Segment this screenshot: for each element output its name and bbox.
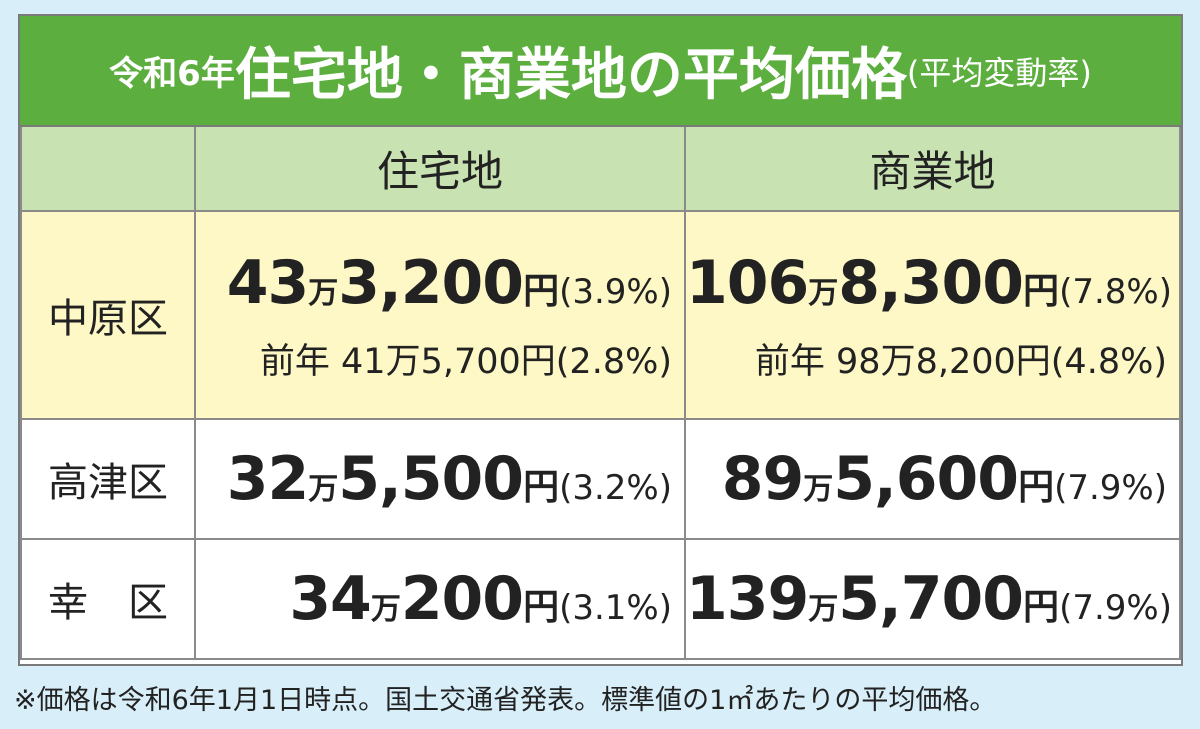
price-part: 5,700: [838, 564, 1024, 634]
price-part: 3,200: [338, 247, 524, 318]
column-header: 住宅地: [194, 127, 686, 212]
price-part: (7.8%): [1059, 271, 1172, 312]
district: 高津区: [20, 418, 196, 540]
price-part: 円: [1023, 270, 1060, 312]
price-part: 5,600: [833, 444, 1019, 514]
price-part: 106: [686, 247, 809, 318]
price-part: 円: [1018, 467, 1055, 508]
title-part: (平均変動率): [906, 53, 1092, 92]
current-price: 43万3,200円(3.9%): [196, 247, 672, 319]
value-cell: 89万5,600円(7.9%): [684, 418, 1181, 540]
price-part: 8,300: [838, 247, 1024, 318]
value-cell: 34万200円(3.1%): [194, 538, 686, 660]
price-part: 万: [808, 275, 839, 311]
price-part: 円: [523, 467, 560, 508]
value-cell: 106万8,300円(7.8%) 前年 98万8,200円(4.8%): [684, 210, 1181, 420]
price-part: 200: [400, 564, 524, 634]
price-part: 34: [289, 564, 371, 634]
panel: 令和6年 住宅地・商業地の平均価格 (平均変動率) 住宅地 商業地 中原区 43万3,20…: [18, 14, 1183, 666]
price-part: 89: [721, 444, 804, 514]
current-price: 106万8,300円(7.8%): [686, 247, 1172, 319]
price-part: 万: [308, 275, 339, 311]
title-bar: 令和6年 住宅地・商業地の平均価格 (平均変動率): [20, 16, 1181, 127]
title-part: 住宅地・商業地の平均価格: [234, 43, 907, 108]
district: 幸 区: [20, 538, 196, 660]
previous-price: 前年 41万5,700円(2.8%): [259, 341, 672, 382]
price-part: (7.9%): [1059, 588, 1172, 628]
current-price: 34万200円(3.1%): [196, 563, 672, 635]
price-part: 万: [803, 472, 834, 507]
corner-cell: [20, 127, 196, 212]
current-price: 139万5,700円(7.9%): [686, 563, 1172, 635]
row: 高津区 32万5,500円(3.2%) 89万5,600円(7.9%): [20, 418, 1181, 540]
price-part: (3.9%): [559, 271, 672, 312]
district: 中原区: [20, 210, 196, 420]
price-part: (7.9%): [1054, 468, 1167, 508]
price-part: 万: [370, 592, 401, 627]
price-part: 円: [523, 270, 560, 312]
price-part: 円: [1023, 587, 1060, 628]
header-row: 住宅地 商業地: [20, 127, 1181, 212]
price-part: 万: [808, 592, 839, 627]
value-cell: 32万5,500円(3.2%): [194, 418, 686, 540]
price-part: 円: [523, 587, 560, 628]
price-part: (3.2%): [559, 468, 672, 508]
price-part: 32: [226, 444, 309, 514]
price-part: 万: [308, 472, 339, 507]
value-cell: 43万3,200円(3.9%) 前年 41万5,700円(2.8%): [194, 210, 686, 420]
value-cell: 139万5,700円(7.9%): [684, 538, 1181, 660]
footnote: ※価格は令和6年1月1日時点。国土交通省発表。標準値の1㎡あたりの平均価格。: [14, 685, 997, 716]
current-price: 32万5,500円(3.2%): [196, 443, 672, 515]
row: 中原区 43万3,200円(3.9%) 前年 41万5,700円(2.8%) 106万…: [20, 210, 1181, 420]
title-part: 令和6年: [109, 54, 235, 94]
column-header: 商業地: [684, 127, 1181, 212]
price-part: 43: [226, 247, 309, 318]
price-part: 5,500: [338, 444, 524, 514]
price-part: (3.1%): [559, 588, 672, 628]
price-part: 139: [686, 564, 809, 634]
current-price: 89万5,600円(7.9%): [686, 443, 1167, 515]
previous-price: 前年 98万8,200円(4.8%): [754, 341, 1167, 382]
price-table: 住宅地 商業地 中原区 43万3,200円(3.9%) 前年 41万5,700円(2.8…: [20, 127, 1181, 660]
row: 幸 区 34万200円(3.1%) 139万5,700円(7.9%): [20, 538, 1181, 660]
